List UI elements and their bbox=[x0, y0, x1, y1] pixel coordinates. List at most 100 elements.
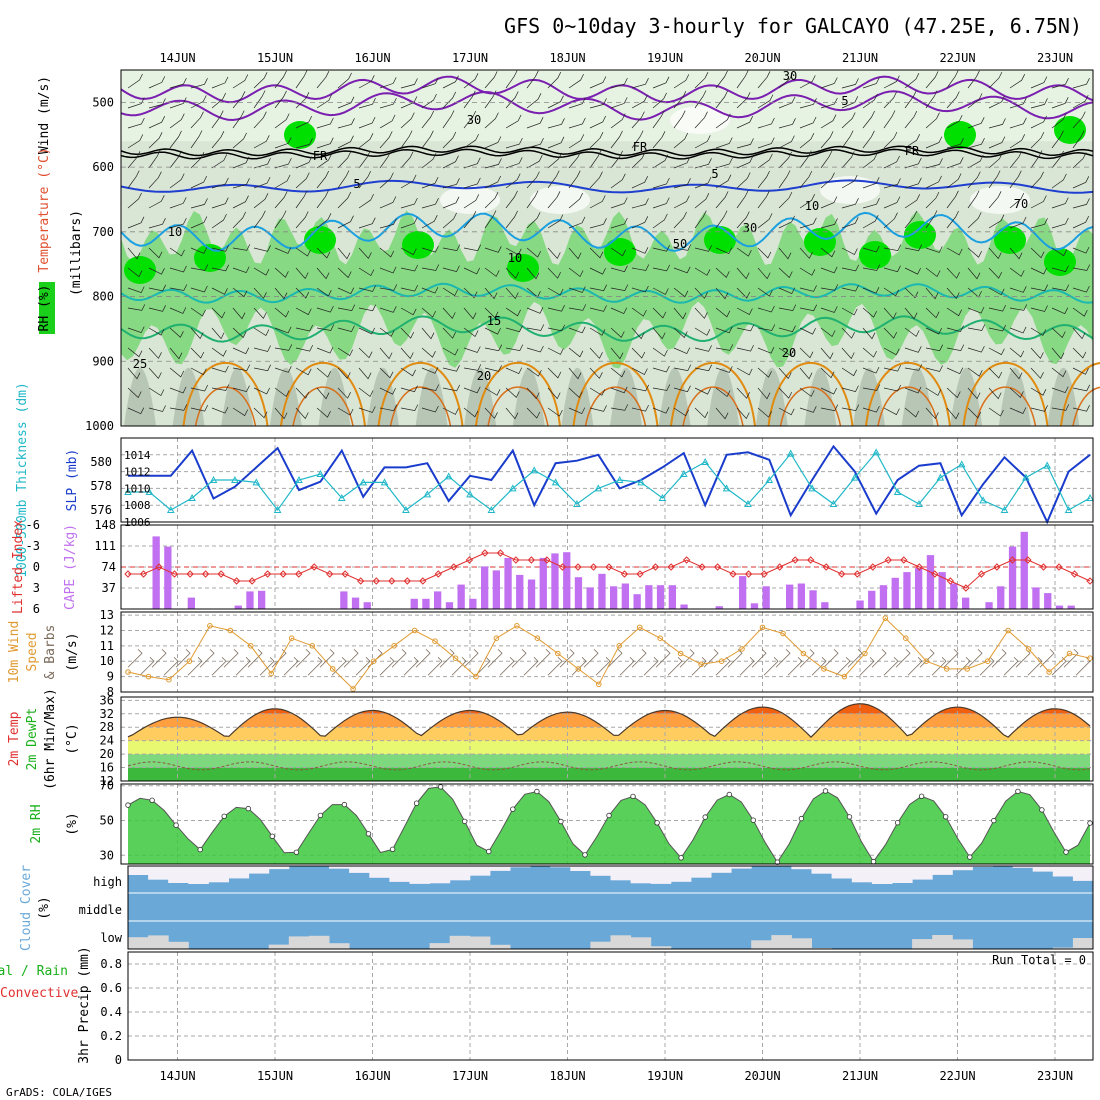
cape-axis: -6 -3 0 3 6 148 111 74 37 bbox=[26, 518, 116, 616]
wind-barb bbox=[778, 325, 796, 333]
top-date-label: 18JUN bbox=[549, 51, 585, 65]
lifted-index-point bbox=[512, 556, 520, 564]
wind-tick-label: 10 bbox=[100, 654, 114, 668]
wind-barb bbox=[736, 287, 751, 299]
thickness-label: 1000-500mb Thickness (dm) bbox=[15, 382, 30, 578]
cloud-high-gap bbox=[248, 866, 270, 874]
wind-barb bbox=[1030, 98, 1048, 109]
rh-point bbox=[1039, 807, 1045, 813]
wind-barb bbox=[778, 118, 796, 129]
wind-barb bbox=[1009, 150, 1023, 169]
wind-barb bbox=[1072, 198, 1090, 209]
wind-barb bbox=[253, 287, 267, 299]
wind-barb bbox=[631, 285, 649, 293]
wind-barb bbox=[757, 117, 775, 129]
lifted-index-point bbox=[713, 563, 722, 571]
wind-barb bbox=[904, 364, 923, 371]
wind-barb bbox=[862, 177, 880, 189]
wind-barb bbox=[757, 94, 774, 109]
wind-barb bbox=[757, 347, 775, 354]
wind-barb bbox=[484, 136, 502, 149]
rh-point bbox=[197, 846, 203, 853]
wind-barb bbox=[127, 267, 143, 278]
wind-barb bbox=[337, 407, 354, 416]
wind-barb bbox=[589, 247, 604, 259]
wind-barb bbox=[988, 214, 1005, 229]
wind-barb bbox=[379, 150, 392, 169]
wind-barb bbox=[757, 407, 772, 418]
cape-bar bbox=[351, 597, 360, 609]
wind-barb bbox=[568, 97, 586, 109]
wind-barb bbox=[232, 195, 249, 209]
wind-barb bbox=[211, 307, 226, 319]
isotherm-30c-arch bbox=[584, 386, 647, 427]
wind-barb bbox=[778, 215, 795, 229]
wind-barb bbox=[505, 137, 523, 149]
wind-barb bbox=[652, 92, 667, 109]
wind-barb bbox=[1009, 216, 1027, 229]
wind-speed-point bbox=[288, 635, 295, 642]
thickness-point bbox=[701, 457, 710, 465]
wind-barb bbox=[841, 130, 854, 149]
thickness-tick-label: 576 bbox=[90, 503, 112, 517]
wind-barb bbox=[820, 97, 838, 109]
wind-barb bbox=[946, 247, 963, 256]
wind-barb bbox=[589, 76, 607, 89]
wind-barb bbox=[820, 77, 838, 89]
wind-barb bbox=[1051, 265, 1069, 273]
wind-barb bbox=[1072, 94, 1089, 109]
lifted-index-point bbox=[201, 570, 210, 578]
wind-barb bbox=[442, 131, 457, 149]
wind-barb bbox=[484, 158, 502, 169]
cape-tick-label: 74 bbox=[102, 560, 116, 574]
wind-barb bbox=[253, 72, 268, 89]
wind-barb bbox=[274, 326, 292, 334]
wind-barb bbox=[673, 347, 691, 355]
wind-barb bbox=[841, 247, 858, 255]
cloud-high-gap bbox=[329, 866, 350, 869]
wind-barb bbox=[715, 387, 731, 398]
wind-barb bbox=[547, 247, 561, 260]
wind-barb bbox=[442, 407, 459, 415]
wind-barb bbox=[232, 156, 250, 169]
wind-barb bbox=[967, 387, 981, 400]
wind-barb bbox=[841, 385, 859, 393]
wind-barb bbox=[925, 267, 941, 278]
wind-barb-10m bbox=[307, 656, 323, 676]
wind-barb bbox=[820, 387, 838, 395]
lifted-index-point bbox=[931, 570, 939, 578]
wind-barb bbox=[169, 284, 188, 291]
wind-barb bbox=[799, 347, 814, 359]
wind-barb bbox=[253, 111, 267, 129]
slp-tick-label: 1014 bbox=[124, 449, 151, 462]
wind-barb bbox=[505, 307, 521, 317]
wind-barb bbox=[547, 287, 564, 296]
cloud-high-gap bbox=[409, 866, 431, 884]
wind-barb bbox=[925, 158, 943, 169]
wind-barb bbox=[337, 118, 355, 129]
wind-barb bbox=[946, 157, 964, 169]
wind-barb bbox=[316, 137, 334, 149]
wind-barb bbox=[589, 150, 602, 169]
wind-barb bbox=[967, 267, 981, 280]
cape-bar bbox=[680, 604, 688, 609]
wind-barb-10m bbox=[763, 656, 779, 676]
wind-barb bbox=[778, 267, 793, 279]
temp-band bbox=[128, 754, 1090, 768]
wind-barb bbox=[337, 267, 352, 279]
wind-speed-point bbox=[698, 661, 704, 668]
contour-label: 20 bbox=[477, 369, 491, 383]
thickness-point bbox=[573, 499, 581, 507]
wind-barb bbox=[1009, 304, 1028, 311]
wind-barb bbox=[673, 307, 687, 320]
rh-point bbox=[991, 817, 997, 824]
wind-barb bbox=[169, 367, 185, 378]
rh-point bbox=[413, 800, 420, 806]
wind-barb bbox=[190, 404, 209, 412]
wind-barb-10m bbox=[235, 656, 251, 676]
contour-label: 10 bbox=[805, 199, 819, 213]
wind-barb bbox=[442, 110, 455, 129]
wind-barb bbox=[400, 130, 413, 149]
thickness-point bbox=[188, 493, 196, 501]
rh-legend-swatch bbox=[39, 282, 55, 334]
